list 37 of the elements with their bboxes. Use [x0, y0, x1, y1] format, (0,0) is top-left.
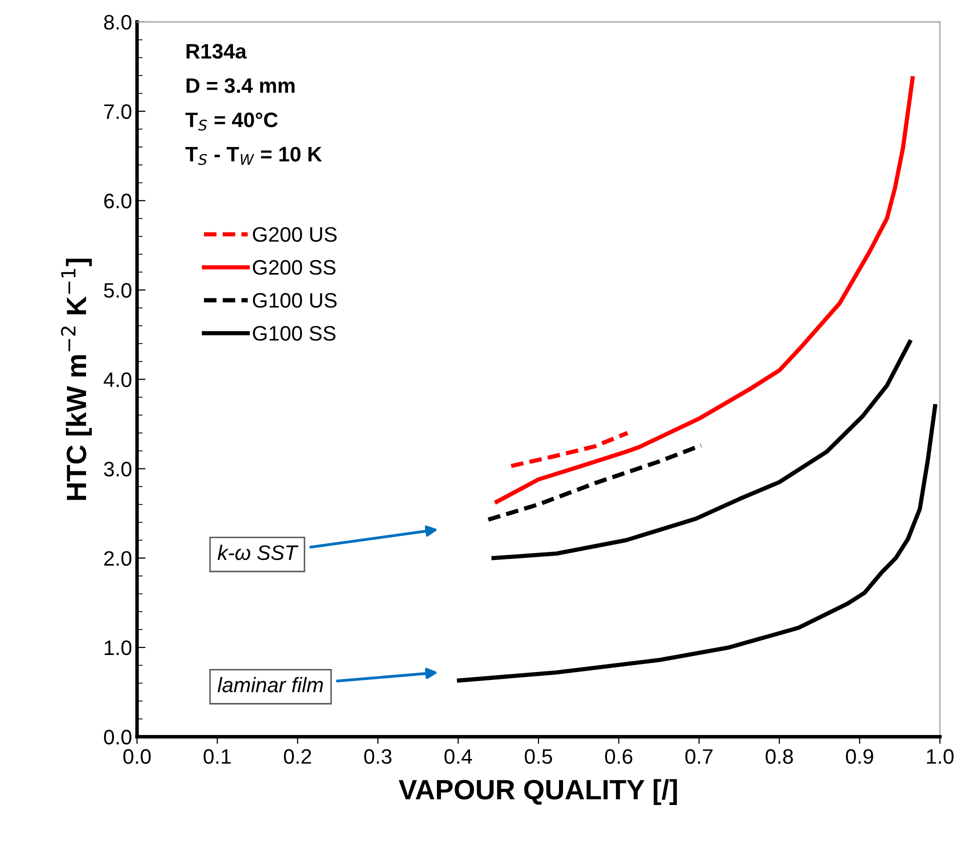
line-series [491, 340, 912, 560]
annotation: T$_{S}$ - T$_{W}$ = 10 K [185, 146, 322, 165]
annotation: laminar film [218, 677, 323, 692]
y-tick-label: 6.0 [104, 194, 132, 208]
x-tick-label: 1.0 [927, 749, 954, 764]
legend-label: G100 US [252, 293, 337, 308]
x-tick-label: 0.9 [846, 749, 874, 764]
line-series [509, 430, 630, 468]
y-tick-label: 3.0 [104, 462, 132, 476]
y-tick-label: 2.0 [104, 551, 132, 566]
annotation: D = 3.4 mm [186, 78, 294, 94]
y-tick-label: 7.0 [104, 104, 132, 120]
y-tick-label: 8.0 [104, 14, 132, 30]
x-tick-label: 0.1 [204, 749, 231, 764]
y-tick-label: 5.0 [104, 282, 132, 298]
x-tick-label: 0.7 [685, 749, 712, 764]
x-axis-title: VAPOUR QUALITY [/] [398, 779, 677, 806]
annotation: T$_{S}$ = 40°C [185, 112, 278, 131]
x-tick-label: 0.3 [364, 749, 392, 764]
x-tick-label: 0.6 [605, 749, 632, 764]
x-tick-label: 0.4 [444, 749, 472, 764]
x-tick-label: 0.0 [123, 749, 151, 764]
y-tick-label: 0.0 [104, 730, 132, 745]
y-tick-label: 4.0 [104, 372, 132, 388]
y-tick-label: 1.0 [104, 640, 132, 656]
y-axis-title: HTC [kW m$^{−2}$ K$^{−1}$] [60, 258, 92, 500]
legend-label: G200 US [252, 227, 337, 242]
line-series [494, 76, 915, 504]
annotation: R134a [186, 44, 247, 59]
x-tick-label: 0.5 [524, 749, 552, 764]
legend-label: G200 SS [252, 260, 336, 275]
line-series [456, 404, 938, 683]
line-series [486, 443, 704, 522]
annotation: k-ω SST [218, 544, 298, 560]
x-tick-label: 0.8 [766, 749, 793, 764]
legend-label: G100 SS [252, 326, 336, 341]
x-tick-label: 0.2 [284, 749, 312, 764]
